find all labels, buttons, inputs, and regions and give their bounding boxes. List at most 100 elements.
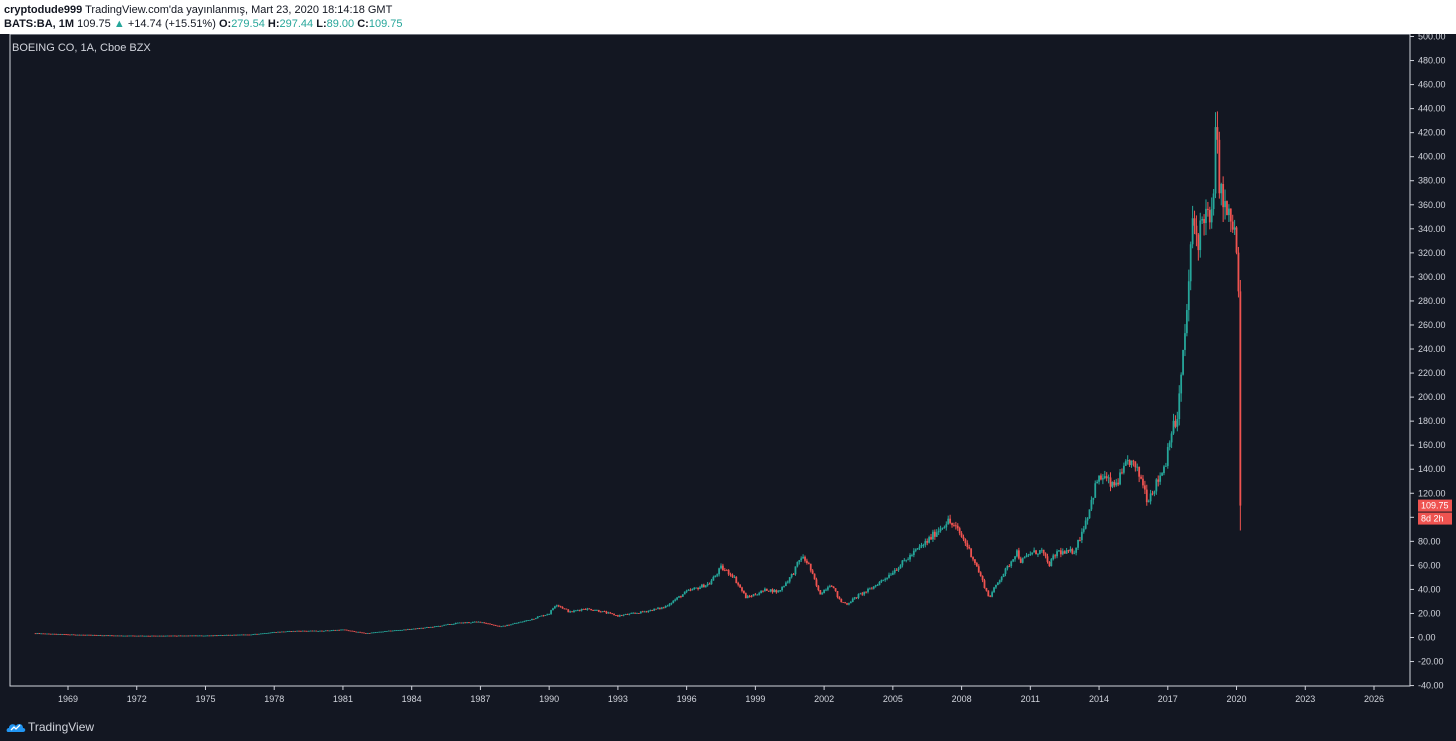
candle-body	[1107, 477, 1110, 479]
candle-body	[611, 613, 614, 614]
candle-body	[1010, 561, 1013, 567]
candle-body	[231, 634, 234, 636]
y-tick-label: 240.00	[1418, 344, 1446, 354]
price-chart[interactable]: -40.00-20.000.0020.0040.0060.0080.00100.…	[0, 34, 1456, 714]
candle-body	[1201, 218, 1204, 221]
candle-body	[830, 586, 833, 587]
candle-body	[926, 541, 929, 543]
candle-body	[933, 531, 936, 537]
candle-body	[282, 631, 285, 633]
candle-body	[322, 630, 325, 632]
candle-body	[42, 633, 45, 635]
y-tick-label: 0.00	[1418, 633, 1436, 643]
candle-body	[410, 629, 413, 630]
candle-body	[1061, 551, 1064, 555]
candle-body	[872, 586, 875, 589]
candle-body	[1205, 208, 1207, 224]
author-name[interactable]: cryptodude999	[4, 4, 83, 16]
candle-body	[1222, 183, 1225, 208]
candle-body	[785, 582, 787, 586]
candle-body	[542, 615, 545, 617]
candle-body	[1103, 476, 1106, 479]
candle-body	[989, 596, 992, 598]
candle-body	[557, 605, 560, 607]
candle-body	[807, 562, 810, 564]
candle-body	[1025, 555, 1028, 558]
candle-body	[909, 555, 911, 560]
candle-body	[731, 574, 734, 577]
candle-body	[857, 594, 860, 598]
candle-body	[819, 590, 822, 595]
candle-body	[811, 570, 814, 574]
candle-body	[385, 630, 388, 632]
candle-body	[393, 630, 396, 632]
candle-body	[132, 635, 134, 637]
high-label: H:	[267, 18, 280, 30]
y-tick-label: 20.00	[1418, 608, 1441, 618]
candle-body	[1191, 218, 1194, 245]
candle-body	[1153, 491, 1156, 494]
candle-body	[863, 591, 866, 595]
candle-body	[639, 611, 642, 614]
candle-body	[670, 602, 673, 605]
candle-body	[376, 631, 379, 633]
candle-body	[76, 634, 79, 636]
published-text: TradingView.com'da yayınlanmış, Mart 23,…	[85, 4, 393, 16]
chart-area[interactable]: -40.00-20.000.0020.0040.0060.0080.00100.…	[0, 34, 1456, 714]
candle-body	[1168, 442, 1171, 448]
candle-body	[118, 635, 121, 637]
chart-title: BOEING CO, 1A, Cboe BZX	[12, 42, 151, 54]
candle-body	[616, 615, 619, 617]
candle-body	[1149, 493, 1152, 502]
candle-body	[1216, 127, 1219, 140]
y-tick-label: 400.00	[1418, 152, 1446, 162]
candle-body	[741, 587, 743, 591]
candle-body	[985, 587, 988, 591]
candle-body	[538, 616, 541, 617]
candle-body	[490, 624, 493, 625]
tradingview-brand[interactable]: TradingView	[28, 720, 95, 734]
candle-body	[968, 546, 971, 549]
candle-body	[403, 629, 405, 631]
candle-body	[397, 630, 400, 631]
candle-body	[141, 635, 144, 637]
candle-body	[972, 557, 974, 560]
y-tick-label: 500.00	[1418, 34, 1446, 42]
candle-body	[764, 588, 766, 591]
candle-body	[462, 622, 465, 624]
candle-body	[158, 635, 161, 637]
candle-body	[422, 627, 425, 629]
candle-body	[280, 631, 283, 633]
candle-body	[962, 536, 965, 540]
candle-body	[1145, 489, 1148, 503]
candle-body	[1098, 475, 1100, 482]
candle-body	[258, 633, 260, 635]
candle-body	[834, 588, 837, 592]
candle-body	[531, 618, 533, 620]
candle-body	[227, 634, 230, 636]
candle-body	[800, 558, 803, 561]
candle-body	[970, 548, 973, 558]
candle-body	[737, 582, 740, 585]
candle-body	[532, 618, 535, 620]
candle-body	[565, 608, 568, 610]
publish-line: cryptodude999 TradingView.com'da yayınla…	[4, 3, 392, 17]
candle-body	[832, 586, 835, 589]
candle-body	[668, 604, 671, 606]
candle-body	[466, 622, 468, 624]
candle-body	[525, 620, 528, 622]
candle-body	[678, 596, 680, 598]
candle-body	[86, 634, 88, 636]
candle-body	[97, 635, 100, 636]
candle-body	[351, 630, 354, 632]
tradingview-logo-icon[interactable]	[6, 720, 26, 734]
candle-body	[794, 566, 797, 575]
candle-body	[74, 634, 77, 636]
candle-body	[296, 630, 299, 632]
candle-body	[657, 607, 659, 609]
candle-body	[578, 610, 581, 612]
candle-body	[662, 607, 665, 609]
candle-body	[922, 544, 925, 546]
candle-body	[727, 570, 730, 575]
candle-body	[567, 609, 570, 613]
